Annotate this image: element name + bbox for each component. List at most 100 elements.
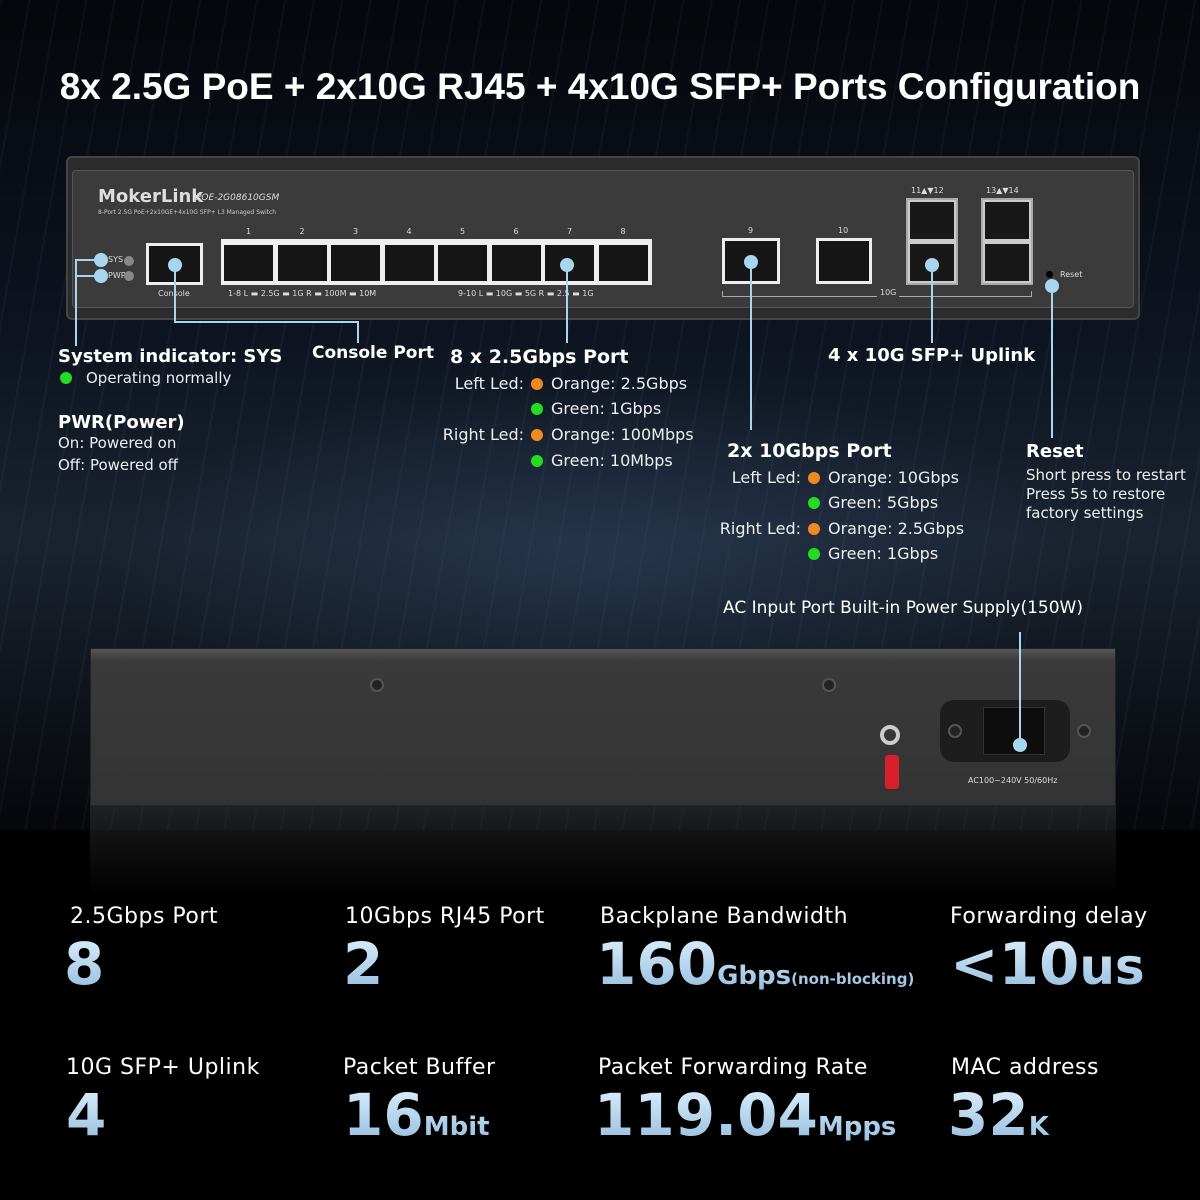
port-number-label: 4 — [406, 227, 412, 236]
callout-line — [174, 321, 359, 323]
callout-line — [750, 262, 752, 430]
callout-line — [174, 265, 176, 322]
rj45-port-2[interactable] — [277, 245, 327, 281]
callout-dot — [94, 253, 108, 267]
rj45-port-8[interactable] — [598, 245, 648, 281]
port-number-label: 2 — [299, 227, 305, 236]
green-dot-icon — [808, 548, 820, 560]
callout-dot — [1013, 738, 1027, 752]
led-item: Green: 1Gbps — [551, 399, 662, 418]
right-led-label: Right Led: — [719, 519, 801, 538]
port-number-label: 7 — [567, 227, 573, 236]
callout-dot — [744, 255, 758, 269]
stat-value: 16 — [343, 1081, 424, 1149]
ground-terminal-icon — [885, 755, 899, 789]
callout-dot — [925, 258, 939, 272]
rj45-port-4[interactable] — [384, 245, 434, 281]
callout-dot — [1045, 279, 1059, 293]
stat-label: Forwarding delay — [950, 904, 1148, 929]
10g-label: 10G — [877, 288, 900, 297]
green-dot-icon — [531, 455, 543, 467]
rear-reflection — [90, 806, 1116, 896]
green-dot-icon — [60, 372, 72, 384]
rj45-port-10[interactable] — [816, 238, 872, 284]
orange-dot-icon — [531, 378, 543, 390]
stat-label: 10Gbps RJ45 Port — [345, 904, 545, 929]
reset-button[interactable] — [1046, 271, 1053, 278]
stat-value: 119.04 — [594, 1081, 818, 1149]
led-item: Orange: 2.5Gbps — [828, 519, 965, 538]
screw-icon — [1077, 724, 1091, 738]
pwr-on-text: On: Powered on — [58, 434, 177, 452]
callout-line — [566, 265, 568, 343]
ac-rating-label: AC100~240V 50/60Hz — [968, 776, 1058, 785]
sfp-label-13-14: 13▲▼14 — [986, 186, 1019, 195]
device-subtitle: 8-Port 2.5G PoE+2x10GE+4x10G SFP+ L3 Man… — [98, 209, 277, 216]
stat-label: Packet Forwarding Rate — [598, 1055, 868, 1080]
pwr-callout-title: PWR(Power) — [58, 412, 185, 433]
sys-callout-title: System indicator: SYS — [58, 346, 283, 367]
green-dot-icon — [808, 497, 820, 509]
stat-unit: Mpps — [817, 1112, 897, 1142]
brand-logo: MokerLink — [98, 186, 204, 207]
ac-callout-title: AC Input Port Built-in Power Supply(150W… — [723, 598, 1083, 618]
stat-value: 8 — [64, 930, 105, 998]
console-callout-title: Console Port — [312, 343, 434, 363]
callout-line — [75, 260, 77, 346]
stat-label: 2.5Gbps Port — [70, 904, 219, 929]
rj45-port-6[interactable] — [491, 245, 541, 281]
pwr-off-text: Off: Powered off — [58, 456, 179, 474]
stat-value: 32 — [948, 1081, 1029, 1149]
orange-dot-icon — [531, 429, 543, 441]
page-title: 8x 2.5G PoE + 2x10G RJ45 + 4x10G SFP+ Po… — [59, 66, 1141, 107]
rj45-port-1[interactable] — [224, 245, 273, 281]
callout-dot — [168, 258, 182, 272]
left-led-label: Left Led: — [454, 374, 524, 393]
led-item: Orange: 2.5Gbps — [551, 374, 688, 393]
pwr-label: PWR — [108, 271, 127, 280]
led-legend-1-8: 1-8 L ▬ 2.5G ▬ 1G R ▬ 100M ▬ 10M — [228, 289, 377, 298]
led-item: Green: 10Mbps — [551, 451, 673, 470]
rj45-port-3[interactable] — [331, 245, 380, 281]
sfp-callout-title: 4 x 10G SFP+ Uplink — [828, 345, 1036, 366]
port-number-label: 3 — [353, 227, 359, 236]
led-item: Green: 5Gbps — [828, 493, 939, 512]
callout-line — [75, 259, 101, 261]
stat-unit: K — [1028, 1112, 1049, 1142]
port-9-label: 9 — [748, 226, 754, 235]
rj45-port-5[interactable] — [438, 245, 487, 281]
led-item: Orange: 10Gbps — [828, 468, 959, 487]
led-item: Orange: 100Mbps — [551, 425, 694, 444]
orange-dot-icon — [808, 523, 820, 535]
stat-value: 4 — [66, 1081, 107, 1149]
right-led-label: Right Led: — [442, 425, 524, 444]
stat-unit: Gbps — [717, 961, 792, 991]
ports-10g-title: 2x 10Gbps Port — [727, 440, 892, 462]
callout-dot — [560, 258, 574, 272]
orange-dot-icon — [808, 472, 820, 484]
led-legend-9-10: 9-10 L ▬ 10G ▬ 5G R ▬ 2.5 ▬ 1G — [458, 289, 594, 298]
sfp-cage-13-14[interactable] — [981, 198, 1033, 285]
reset-line: Short press to restart — [1026, 466, 1186, 484]
reset-line: factory settings — [1026, 504, 1144, 522]
stat-unit: us — [1079, 938, 1145, 996]
callout-line — [1051, 286, 1053, 438]
stat-label: Packet Buffer — [343, 1055, 496, 1080]
pwr-led — [124, 271, 134, 281]
model-number: POE-2G08610GSM — [196, 193, 280, 203]
sys-label: SYS — [108, 255, 124, 264]
stat-value: 160 — [596, 930, 718, 998]
port-number-label: 5 — [460, 227, 466, 236]
ground-terminal-icon — [880, 725, 900, 745]
console-label: Console — [158, 289, 190, 298]
stat-unit: Mbit — [423, 1112, 490, 1142]
port-number-label: 6 — [513, 227, 519, 236]
screw-icon — [370, 678, 384, 692]
sys-led — [124, 256, 134, 266]
port-number-label: 8 — [620, 227, 626, 236]
stat-label: Backplane Bandwidth — [600, 904, 849, 929]
screw-icon — [822, 678, 836, 692]
callout-line — [1019, 632, 1021, 744]
callout-dot — [94, 269, 108, 283]
led-item: Green: 1Gbps — [828, 544, 939, 563]
